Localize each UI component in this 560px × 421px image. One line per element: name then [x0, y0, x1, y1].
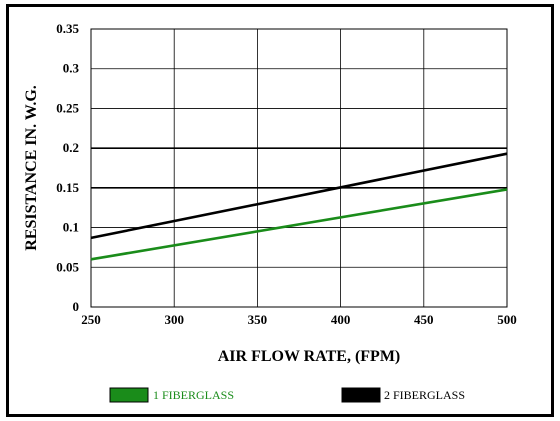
y-tick-label: 0.2 — [63, 140, 79, 155]
legend-swatch-2 — [341, 387, 381, 403]
y-tick-label: 0.15 — [56, 180, 79, 195]
series-lines — [90, 152, 508, 261]
legend: 1 FIBERGLASS 2 FIBERGLASS — [109, 387, 465, 403]
x-tick-label: 350 — [248, 312, 268, 327]
chart-frame — [6, 4, 554, 417]
series-line-2 — [90, 152, 508, 240]
x-tick-label: 250 — [81, 312, 101, 327]
y-tick-labels: 0 0.05 0.1 0.15 0.2 0.25 0.3 0.35 — [56, 21, 79, 314]
plot-area — [90, 28, 508, 308]
y-tick-label: 0.1 — [63, 220, 79, 235]
legend-swatch-1 — [109, 387, 149, 403]
legend-label-2: 2 FIBERGLASS — [384, 388, 465, 402]
y-tick-label: 0 — [73, 299, 80, 314]
x-tick-label: 500 — [497, 312, 517, 327]
series-line-1 — [90, 188, 508, 261]
legend-label-1: 1 FIBERGLASS — [153, 388, 234, 402]
x-tick-label: 400 — [331, 312, 351, 327]
x-axis-label: AIR FLOW RATE, (FPM) — [218, 348, 401, 365]
y-tick-label: 0.3 — [63, 61, 80, 76]
grid — [90, 28, 508, 308]
y-tick-label: 0.35 — [56, 21, 79, 36]
x-tick-label: 450 — [414, 312, 434, 327]
y-axis-label: RESISTANCE IN. W.G. — [23, 85, 40, 251]
y-tick-label: 0.25 — [56, 100, 79, 115]
x-tick-label: 300 — [164, 312, 184, 327]
x-tick-labels: 250 300 350 400 450 500 — [81, 312, 517, 327]
y-tick-label: 0.05 — [56, 259, 79, 274]
